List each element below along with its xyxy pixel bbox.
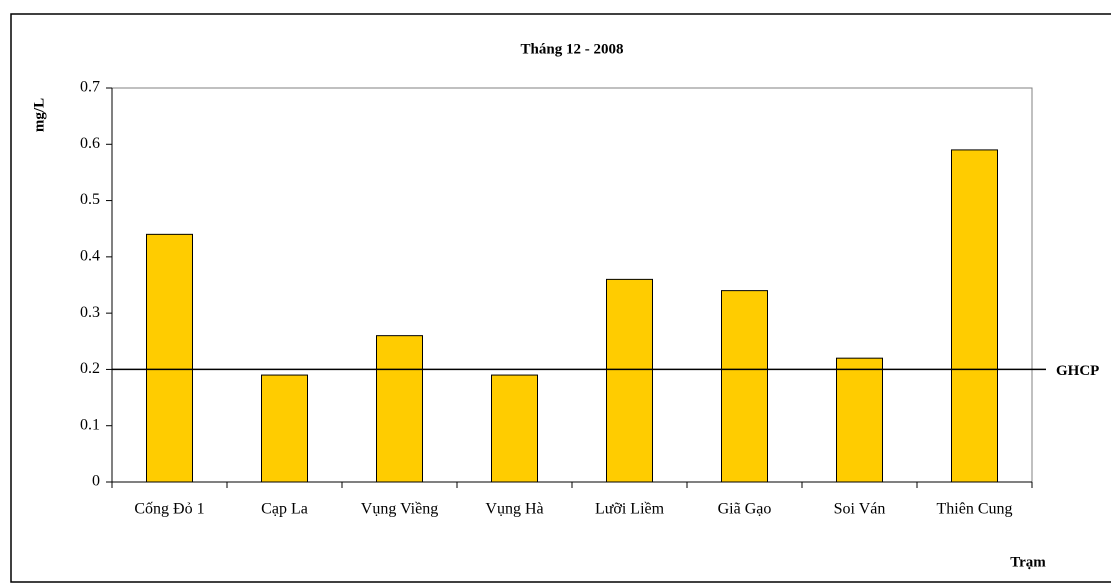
x-tick-label: Giã Gạo [718,501,772,518]
x-tick-label: Vụng Viềng [361,501,438,518]
x-axis-label: Trạm [1010,554,1046,570]
y-tick-label: 0.1 [80,416,100,433]
y-tick-label: 0.5 [80,191,100,208]
plot-frame [111,87,1033,483]
bar [261,374,308,483]
x-tick-label: Thiên Cung [937,501,1013,518]
chart-frame [10,13,1111,583]
x-tick-label: Lưỡi Liềm [595,501,665,518]
y-tick-label: 0.7 [80,79,100,96]
chart-title: Tháng 12 - 2008 [521,41,624,57]
y-tick-label: 0.3 [80,304,100,321]
y-tick-label: 0.2 [80,360,100,377]
y-tick-label: 0.4 [80,248,100,265]
bar [951,149,998,483]
bar [836,357,883,483]
bar [606,278,653,483]
x-tick-label: Vụng Hà [485,501,543,518]
x-tick-label: Cạp La [261,501,308,518]
bar [491,374,538,483]
bar [721,290,768,483]
y-tick-label: 0.6 [80,135,100,152]
bar [376,335,423,483]
bar [146,233,193,483]
reference-label: GHCP [1056,363,1099,379]
x-tick-label: Soi Ván [834,501,886,518]
y-tick-label: 0 [92,473,100,490]
y-axis-label: mg/L [31,98,47,132]
x-tick-label: Cống Đỏ 1 [134,501,204,518]
